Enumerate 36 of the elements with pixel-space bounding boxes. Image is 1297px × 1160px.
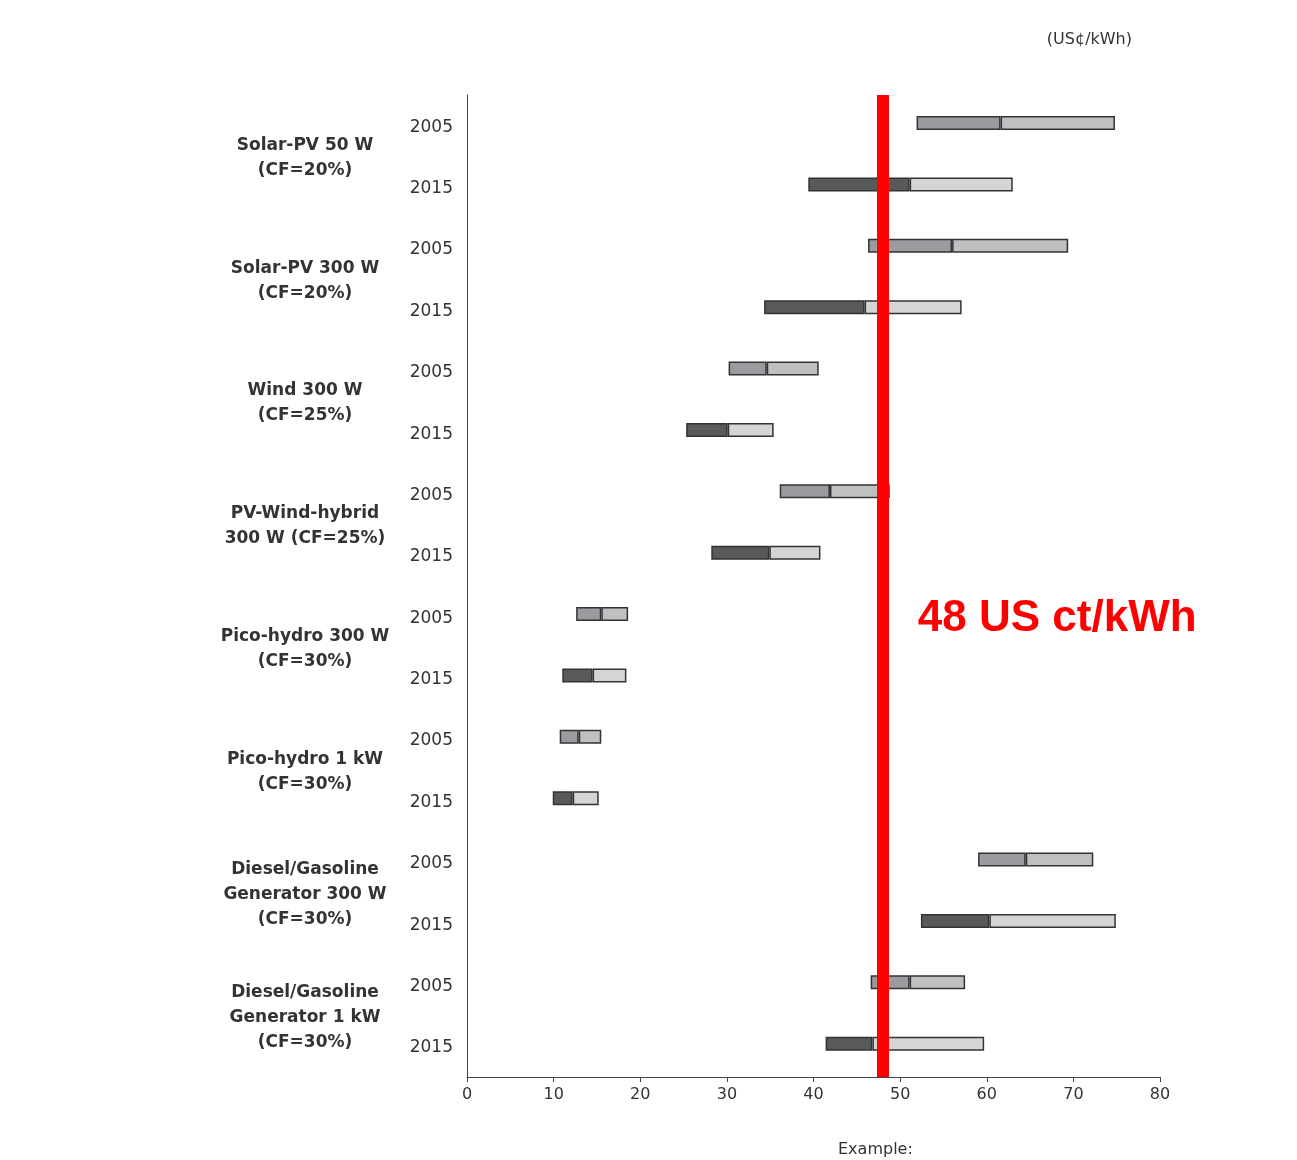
x-tick-label: 20 — [630, 1083, 651, 1103]
x-tick-label: 80 — [1149, 1083, 1171, 1103]
y-tick-label: 2005 — [409, 606, 453, 627]
x-tick-label: 60 — [976, 1083, 997, 1103]
text: Diesel/Gasoline Generator 1 kW (CF=30%) — [229, 980, 381, 1051]
x-tick-label: 10 — [543, 1083, 564, 1103]
ref-line-label: 48 US ct/kWh — [917, 590, 1197, 640]
y-tick-label: 2015 — [409, 177, 453, 198]
x-tick-label: 40 — [803, 1083, 824, 1103]
y-tick-label: 2015 — [409, 913, 453, 934]
text: PV-Wind-hybrid 300 W (CF=25%) — [224, 502, 386, 548]
x-tick-label: 70 — [1063, 1083, 1084, 1103]
x-axis-title: (US¢/kWh) — [1046, 28, 1133, 48]
text: Pico-hydro 1 kW (CF=30%) — [226, 747, 384, 793]
y-tick-label: 2005 — [409, 361, 453, 382]
text: Example: — [838, 1138, 913, 1158]
text: Solar-PV 300 W (CF=20%) — [230, 256, 380, 302]
y-tick-label: 2015 — [409, 545, 453, 566]
y-tick-label: 2015 — [409, 668, 453, 689]
y-tick-label: 2015 — [409, 299, 453, 320]
y-tick-label: 2015 — [409, 1036, 453, 1057]
y-tick-label: 2005 — [409, 974, 453, 995]
x-tick-label: 0 — [461, 1083, 473, 1103]
text: Pico-hydro 300 W (CF=30%) — [220, 624, 390, 670]
text: Solar-PV 50 W (CF=20%) — [236, 133, 374, 179]
x-tick-label: 30 — [716, 1083, 738, 1103]
y-tick-label: 2005 — [409, 238, 453, 259]
y-tick-label: 2005 — [409, 115, 453, 136]
y-tick-label: 2015 — [409, 790, 453, 811]
y-tick-label: 2015 — [409, 422, 453, 443]
text: Wind 300 W (CF=25%) — [247, 379, 363, 425]
text: Diesel/Gasoline Generator 300 W (CF=30%) — [223, 857, 387, 928]
y-tick-label: 2005 — [409, 729, 453, 750]
x-tick-label: 50 — [889, 1083, 911, 1103]
y-tick-label: 2005 — [409, 852, 453, 873]
y-tick-label: 2005 — [409, 483, 453, 504]
